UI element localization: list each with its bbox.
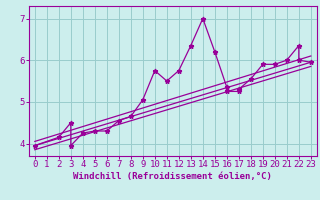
X-axis label: Windchill (Refroidissement éolien,°C): Windchill (Refroidissement éolien,°C) xyxy=(73,172,272,181)
